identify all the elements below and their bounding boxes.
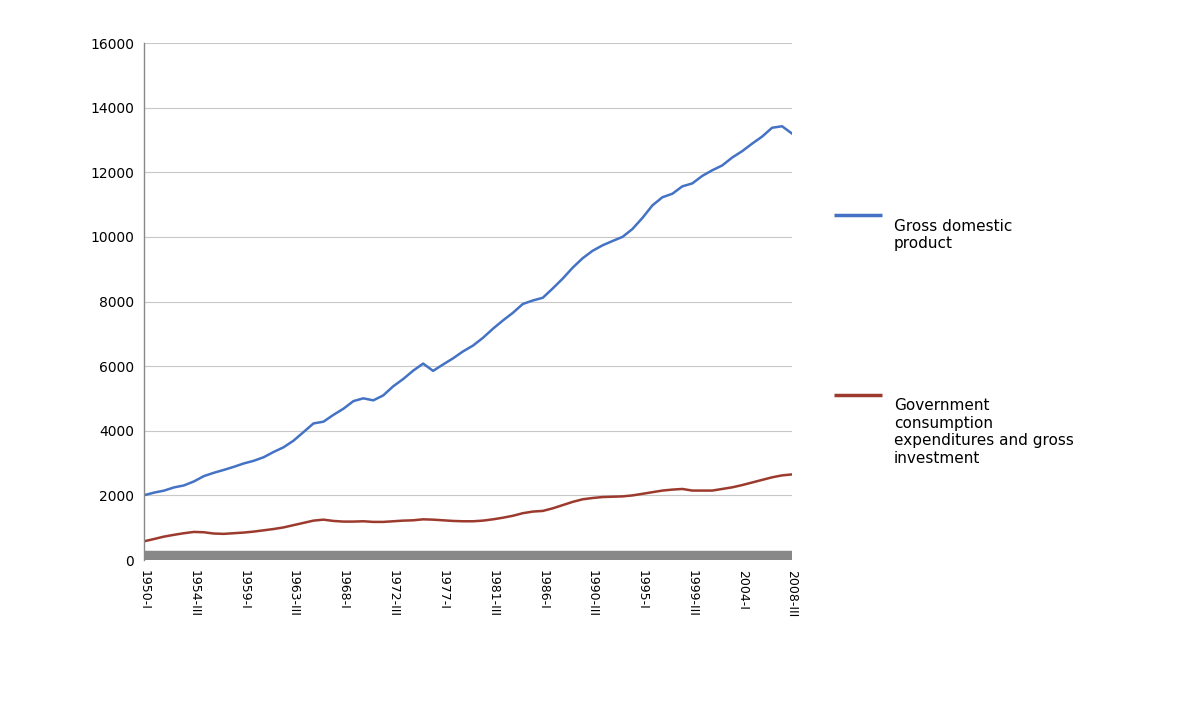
Text: Gross domestic
product: Gross domestic product <box>894 219 1013 251</box>
Text: Government
consumption
expenditures and gross
investment: Government consumption expenditures and … <box>894 398 1074 466</box>
